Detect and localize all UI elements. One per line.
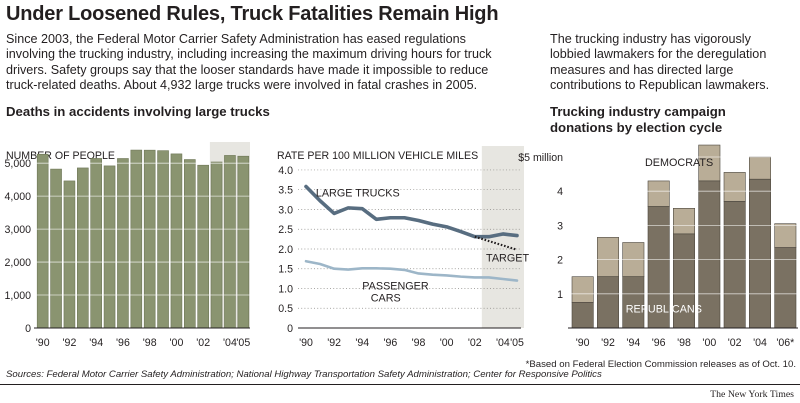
large-trucks-line [304,184,519,239]
rate-xtick-label: '94 [355,337,369,349]
bottom-rule [0,384,800,385]
deaths-xtick-label: '94 [89,337,103,349]
deaths-bar-1995 [103,165,116,329]
deaths-xtick-label: '00 [170,337,184,349]
donations-xtick-label: '98 [677,337,691,349]
donations-xtick-label: '06* [776,337,794,349]
deaths-xtick-label: '90 [36,337,50,349]
democrats-bar-8 [774,223,797,248]
rate-ytick-label: 1.0 [278,283,293,295]
donations-ytick-label: 4 [557,186,563,198]
target-line [474,235,518,251]
rate-xtick-label: '96 [383,337,397,349]
rate-axis-title: RATE PER 100 MILLION VEHICLE MILES [277,150,479,162]
target-label: TARGET [486,253,529,265]
deaths-bar-2004 [224,155,236,329]
donations-xtick-label: '02 [728,337,742,349]
democrats-bar-0 [571,276,594,303]
large-trucks-label: LARGE TRUCKS [316,187,400,199]
deaths-xtick-label: '96 [116,337,130,349]
deaths-xtick-label: '04 [223,337,237,349]
rate-xtick-label: '02 [468,337,482,349]
deaths-bar-1997 [130,149,143,329]
republicans-bar-2 [622,276,645,329]
democrats-bar-1 [597,237,619,277]
democrats-bar-7 [749,156,771,180]
democrats-bar-6 [723,172,746,202]
republicans-bar-0 [571,302,594,329]
deaths-ytick-label: 2,000 [4,257,31,269]
rate-ytick-label: 3.0 [278,204,293,216]
rate-xtick-label: '92 [327,337,341,349]
rate-ytick-label: 2.0 [278,244,293,256]
rate-ytick-label: 3.5 [278,185,293,197]
deaths-xtick-label: '92 [63,337,77,349]
rate-ytick-label: 1.5 [278,264,293,276]
donations-xtick-label: '96 [652,337,666,349]
intro-paragraph: Since 2003, the Federal Motor Carrier Sa… [6,32,492,92]
rate-xtick-label: '04 [496,337,510,349]
democrats-bar-3 [647,180,670,207]
deaths-bar-2002 [197,164,209,329]
rate-xtick-label: '00 [440,337,454,349]
deaths-bar-2000 [170,153,183,329]
cars-label: CARS [371,293,401,305]
side-paragraph: The trucking industry has vigorously lob… [550,32,770,92]
deaths-ytick-label: 5,000 [4,158,31,170]
deaths-xtick-label: '98 [143,337,157,349]
republicans-label: REPUBLICANS [626,304,702,316]
rate-ytick-label: 2.5 [278,224,293,236]
republicans-bar-7 [749,178,771,329]
republicans-bar-1 [597,276,619,329]
donations-xtick-label: '00 [702,337,716,349]
donations-xtick-label: '90 [576,337,590,349]
deaths-bar-2001 [184,159,196,329]
deaths-xtick-label: '02 [196,337,210,349]
deaths-bar-2005 [237,155,250,329]
republicans-bar-6 [723,201,746,329]
donations-xtick-label: '92 [601,337,615,349]
rate-ytick-label: 0 [287,323,293,335]
deaths-ytick-label: 4,000 [4,191,31,203]
deaths-xtick-label: '05 [236,337,250,349]
donations-xtick-label: '04 [753,337,767,349]
donations-xtick-label: '94 [626,337,640,349]
rate-xtick-label: '90 [299,337,313,349]
donations-ytick-label: $5 million [518,152,563,164]
rate-ytick-label: 4.0 [278,165,293,177]
donations-ytick-label: 1 [557,289,563,301]
deaths-ytick-label: 3,000 [4,224,31,236]
deaths-bar-1993 [77,167,89,329]
deaths-bar-1998 [143,149,156,329]
deaths-ytick-label: 0 [25,323,31,335]
donations-ytick-label: 2 [557,255,563,267]
deaths-bar-2003 [210,161,223,329]
deaths-bar-1992 [63,180,76,329]
passenger-cars-line [304,259,519,282]
deaths-axis-title: NUMBER OF PEOPLE [6,150,115,162]
deaths-bar-1990 [36,153,49,329]
deaths-ytick-label: 1,000 [4,290,31,302]
rate-xtick-label: '05 [510,337,524,349]
passenger-label: PASSENGER [362,280,429,292]
donations-ytick-label: 3 [557,220,563,232]
democrats-bar-4 [673,208,695,235]
headline: Under Loosened Rules, Truck Fatalities R… [6,3,499,25]
deaths-bar-1999 [157,150,169,329]
deaths-bar-1994 [90,158,102,329]
deaths-bar-1996 [117,158,129,329]
democrats-label: DEMOCRATS [645,157,713,169]
credit: The New York Times [710,389,794,400]
rate-ytick-label: 0.5 [278,303,293,315]
footnote: *Based on Federal Election Commission re… [525,359,796,370]
deaths-chart-title: Deaths in accidents involving large truc… [6,104,270,119]
donations-chart-title: Trucking industry campaign donations by … [550,104,726,135]
sources-note: Sources: Federal Motor Carrier Safety Ad… [6,369,602,380]
rate-xtick-label: '98 [412,337,426,349]
deaths-bar-1991 [50,168,62,329]
